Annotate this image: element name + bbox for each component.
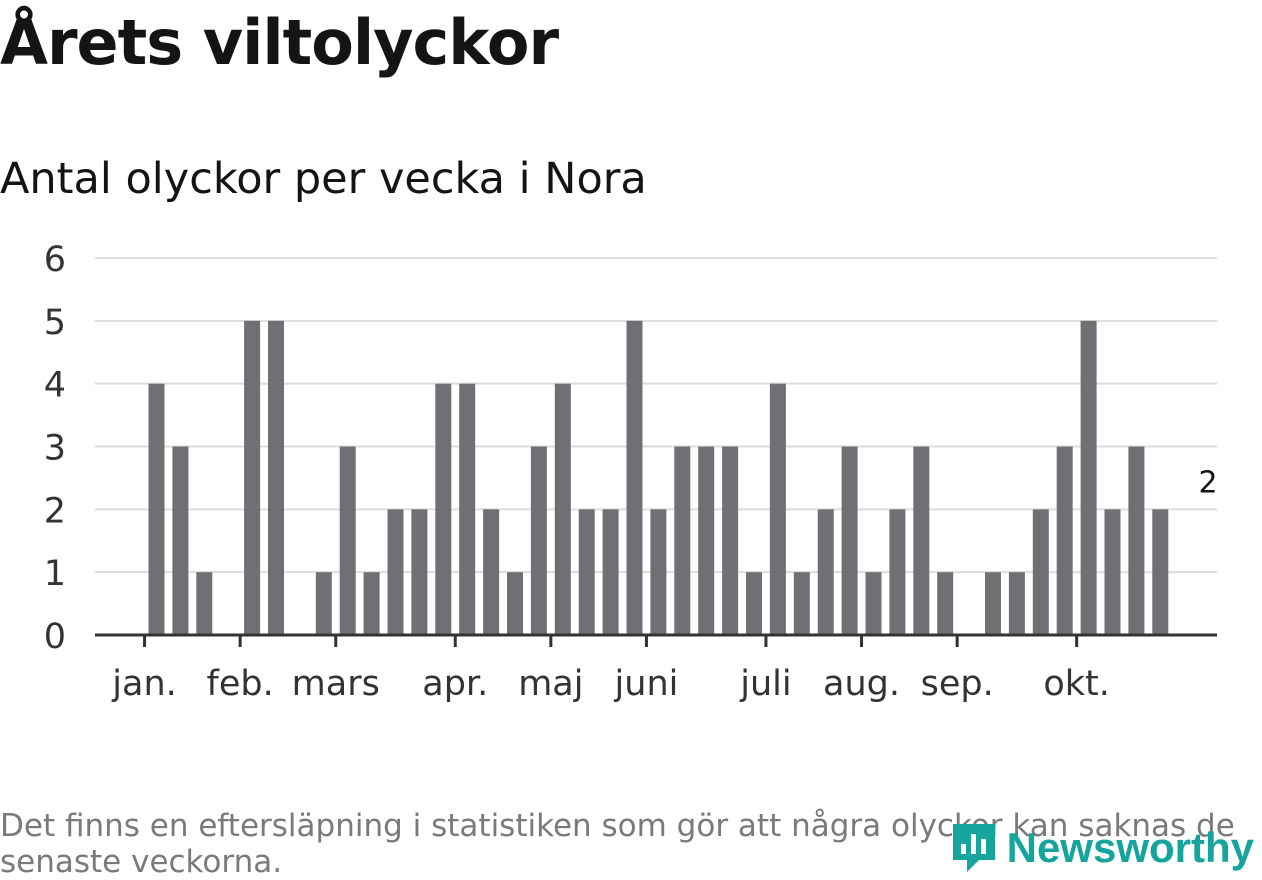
y-tick-label: 0 bbox=[44, 617, 66, 657]
bar bbox=[1032, 509, 1049, 635]
bar bbox=[578, 509, 595, 635]
bar bbox=[722, 446, 739, 635]
bar bbox=[769, 383, 786, 635]
bar bbox=[363, 572, 380, 635]
bar bbox=[1104, 509, 1121, 635]
y-tick-label: 2 bbox=[44, 491, 66, 531]
bar bbox=[698, 446, 715, 635]
bar bbox=[1056, 446, 1073, 635]
bar bbox=[817, 509, 834, 635]
y-tick-label: 6 bbox=[44, 240, 66, 280]
bar bbox=[507, 572, 523, 635]
bar bbox=[650, 509, 667, 635]
bar bbox=[913, 446, 930, 635]
data-label: 2 bbox=[1199, 465, 1218, 500]
bar bbox=[530, 446, 547, 635]
bar bbox=[387, 509, 404, 635]
bar bbox=[985, 572, 1001, 635]
newsworthy-logo: Newsworthy bbox=[949, 820, 1254, 876]
footnote: Det finns en eftersläpning i statistiken… bbox=[0, 808, 1235, 880]
x-tick-label: apr. bbox=[422, 664, 488, 704]
bar bbox=[339, 446, 356, 635]
bar bbox=[459, 383, 476, 635]
x-tick-label: aug. bbox=[823, 664, 900, 704]
bar bbox=[889, 509, 906, 635]
x-tick-label: mars bbox=[292, 664, 380, 704]
x-tick-label: juli bbox=[739, 664, 791, 704]
x-tick-label: sep. bbox=[921, 664, 994, 704]
bar bbox=[626, 320, 643, 635]
bar bbox=[865, 572, 882, 635]
bar bbox=[1128, 446, 1145, 635]
newsworthy-logo-text: Newsworthy bbox=[1006, 824, 1254, 871]
bar bbox=[411, 509, 428, 635]
bar bbox=[483, 509, 500, 635]
bar bbox=[1152, 509, 1169, 635]
bar bbox=[148, 383, 165, 635]
bar bbox=[244, 320, 261, 635]
y-tick-label: 4 bbox=[44, 366, 66, 406]
bar bbox=[602, 509, 619, 635]
bar bbox=[315, 572, 332, 635]
y-tick-label: 1 bbox=[44, 554, 66, 594]
bar bbox=[1008, 572, 1025, 635]
x-tick-label: maj bbox=[518, 664, 583, 704]
bar bbox=[1080, 320, 1097, 635]
x-tick-label: jan. bbox=[111, 664, 176, 704]
newsworthy-logo-icon bbox=[952, 824, 995, 872]
x-tick-label: okt. bbox=[1043, 664, 1110, 704]
bar bbox=[937, 572, 954, 635]
y-tick-label: 3 bbox=[44, 429, 66, 469]
x-tick-label: juni bbox=[614, 664, 679, 704]
bar bbox=[554, 383, 571, 635]
bar bbox=[746, 572, 762, 635]
chart-title: Årets viltolyckor bbox=[0, 6, 559, 79]
bar bbox=[793, 572, 810, 635]
bar bbox=[674, 446, 691, 635]
bar bbox=[435, 383, 452, 635]
x-tick-label: feb. bbox=[207, 664, 274, 704]
bar bbox=[268, 320, 284, 635]
y-tick-label: 5 bbox=[44, 303, 66, 343]
bar bbox=[172, 446, 189, 635]
bar bbox=[841, 446, 858, 635]
bar bbox=[196, 572, 213, 635]
chart-subtitle: Antal olyckor per vecka i Nora bbox=[0, 154, 647, 204]
